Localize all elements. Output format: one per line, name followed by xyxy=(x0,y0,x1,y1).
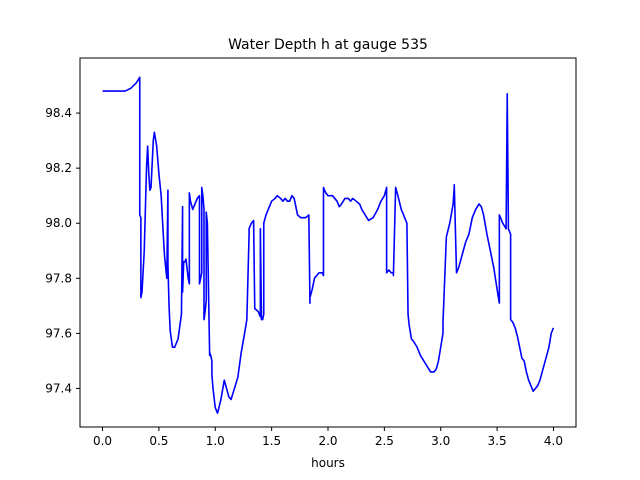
plot-area: 0.0 0.5 1.0 1.5 2.0 2.5 3.0 3.5 4.0 97.4 97.6 97.8 9… xyxy=(45,57,577,448)
x-tick-label: 1.5 xyxy=(262,434,281,448)
series-line-0 xyxy=(102,76,555,415)
x-tick-label: 2.0 xyxy=(318,434,337,448)
y-tick-label: 97.4 xyxy=(45,381,72,395)
x-tick-label: 1.0 xyxy=(206,434,225,448)
y-tick-label: 98.4 xyxy=(45,106,72,120)
x-axis-label: hours xyxy=(311,456,345,470)
x-tick-label: 0.0 xyxy=(93,434,112,448)
x-tick-label: 2.5 xyxy=(375,434,394,448)
x-tick-label: 0.5 xyxy=(149,434,168,448)
y-tick-label: 98.0 xyxy=(45,216,72,230)
y-tick-label: 98.2 xyxy=(45,161,72,175)
y-tick-label: 97.6 xyxy=(45,326,72,340)
x-tick-label: 4.0 xyxy=(544,434,563,448)
x-tick-label: 3.0 xyxy=(431,434,450,448)
x-tick-label: 3.5 xyxy=(488,434,507,448)
chart-title: Water Depth h at gauge 535 xyxy=(228,37,428,53)
y-tick-label: 97.8 xyxy=(45,271,72,285)
